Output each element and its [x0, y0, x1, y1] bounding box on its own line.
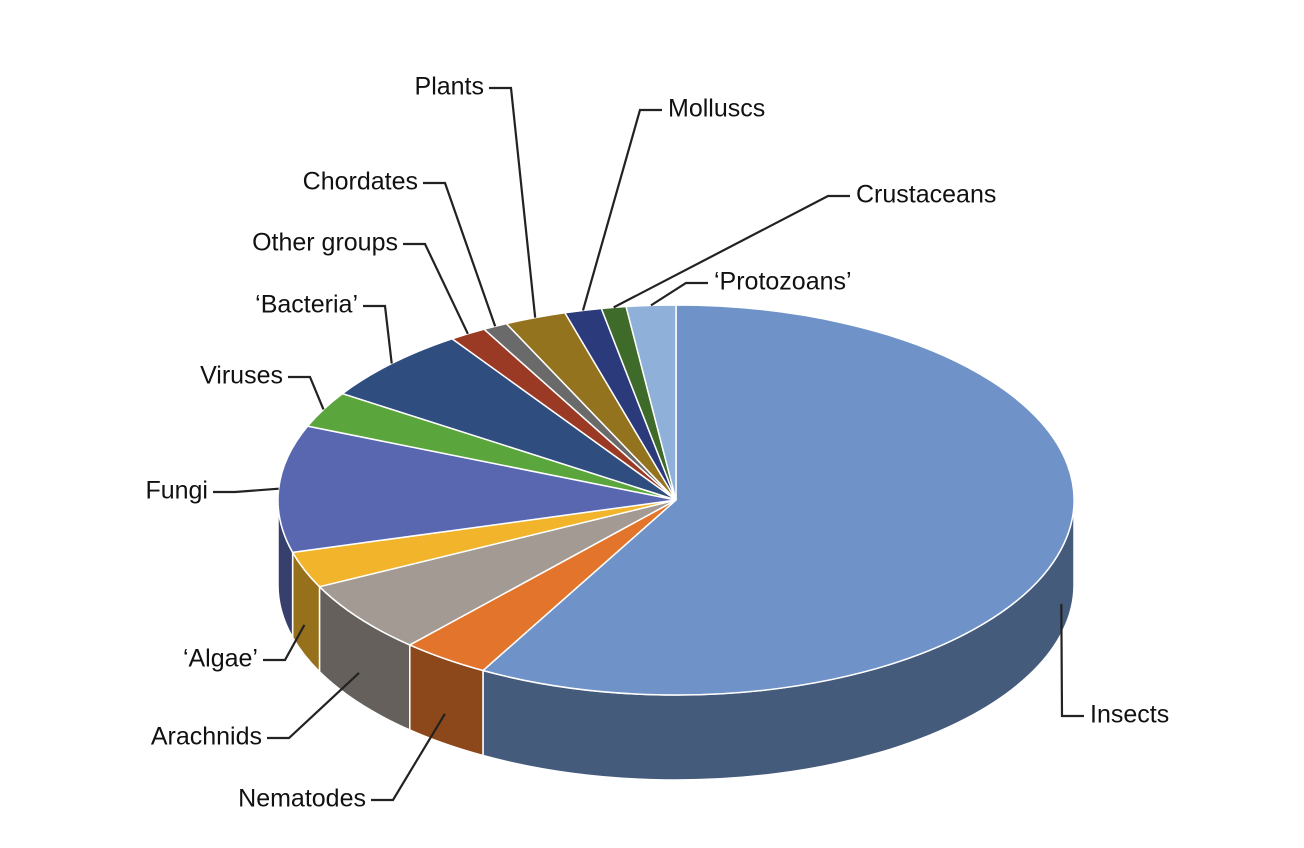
slice-label: Crustaceans [856, 181, 996, 209]
leader-line [489, 88, 535, 318]
slice-label: Nematodes [238, 785, 366, 813]
slice-label: ‘Protozoans’ [714, 268, 852, 296]
leader-line [583, 110, 662, 310]
slice-label: Plants [415, 73, 484, 101]
leader-line [423, 183, 495, 326]
slice-label: Fungi [145, 477, 208, 505]
chart: Insects Nematodes Arachnids ‘Algae’ Fungi Vir… [0, 0, 1304, 848]
leader-line [403, 244, 468, 334]
leader-line [213, 489, 279, 492]
slice-label: Molluscs [668, 95, 765, 123]
leader-line [288, 377, 323, 409]
slice-label: Insects [1090, 701, 1169, 729]
slice-label: Arachnids [151, 723, 262, 751]
leader-line [363, 306, 392, 364]
slice-label: Chordates [303, 168, 418, 196]
slice-label: ‘Algae’ [183, 645, 258, 673]
slice-label: ‘Bacteria’ [255, 291, 358, 319]
slice-label: Other groups [252, 229, 398, 257]
leader-line [651, 283, 708, 305]
slice-label: Viruses [200, 362, 283, 390]
